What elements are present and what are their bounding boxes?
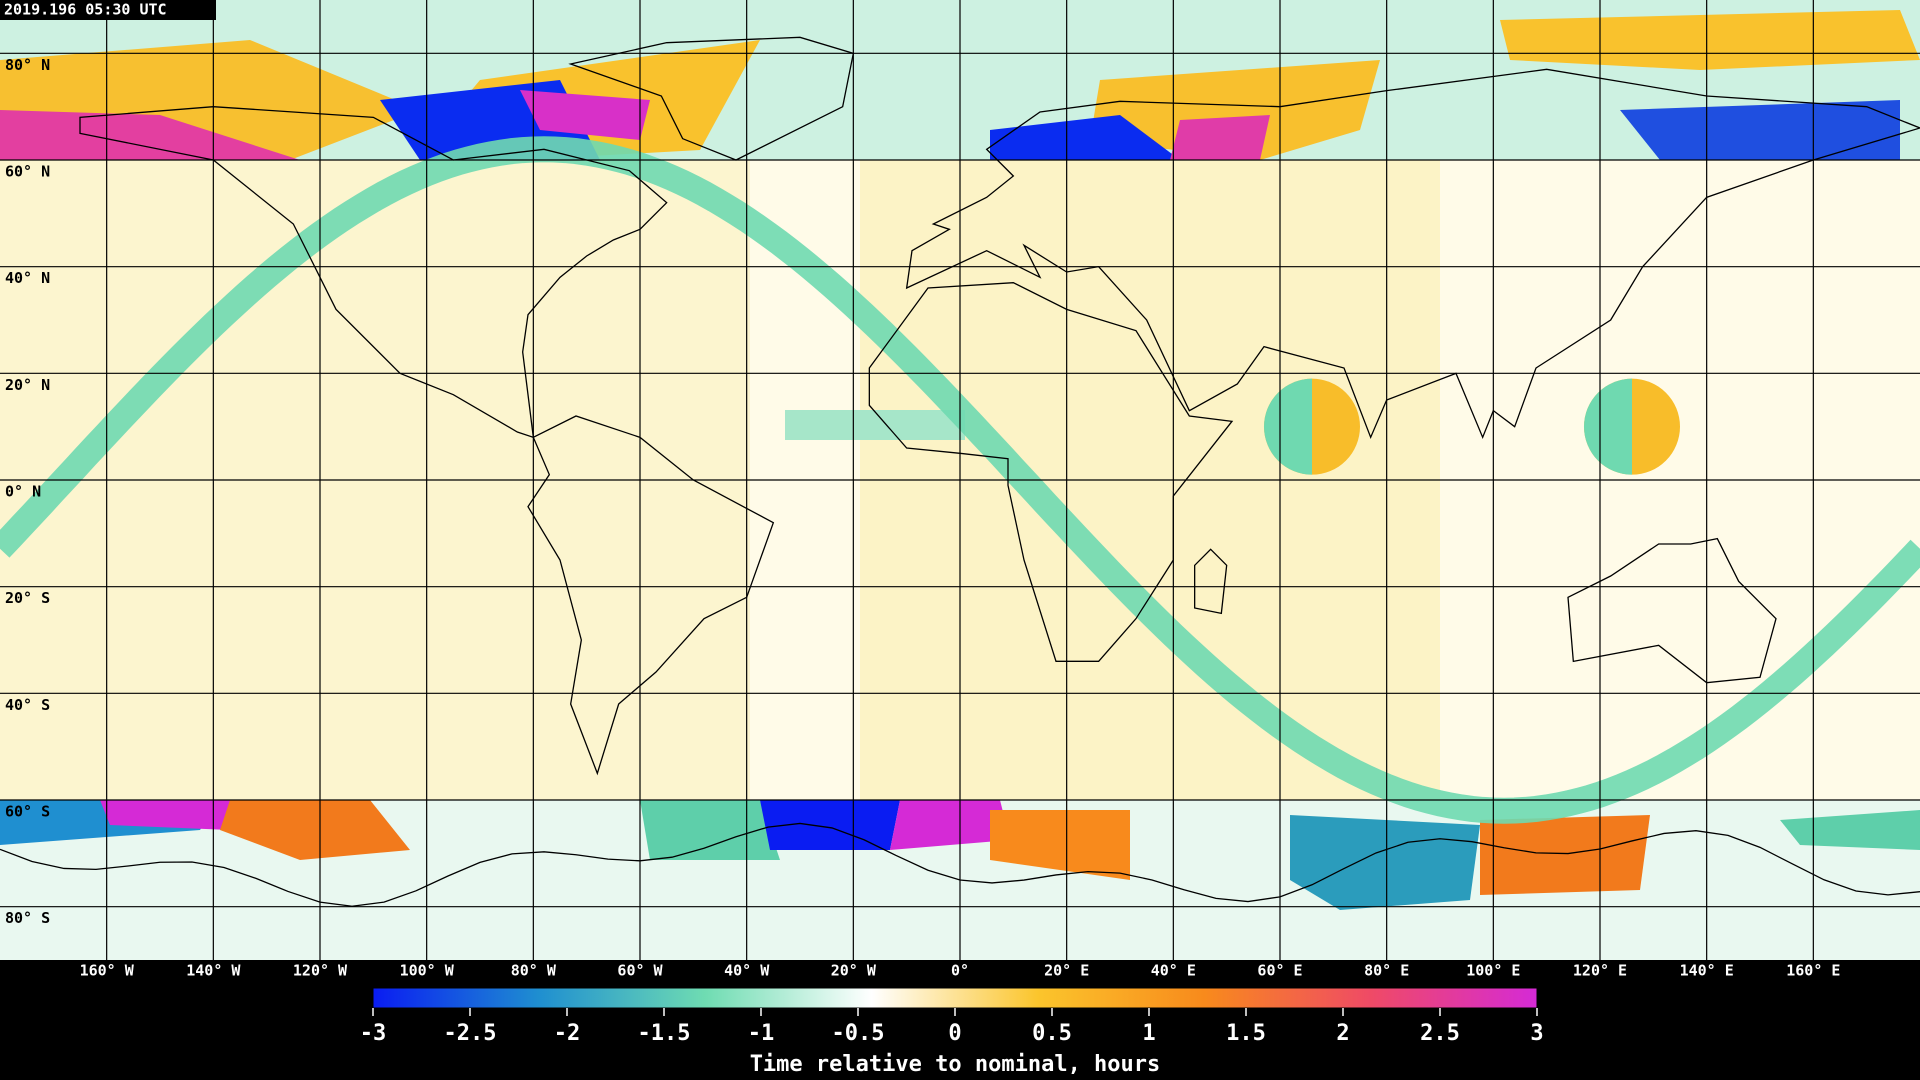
swath bbox=[1584, 378, 1632, 475]
coastline bbox=[1194, 548, 1228, 615]
colorbar-tick-label: 2.5 bbox=[1420, 1021, 1460, 1046]
polar-band bbox=[0, 110, 300, 160]
lon-label: 60° E bbox=[1257, 962, 1302, 980]
coastline bbox=[1567, 537, 1777, 684]
polar-band bbox=[220, 800, 410, 860]
colorbar-tick-label: -2.5 bbox=[444, 1021, 497, 1046]
lat-label: 60° S bbox=[5, 803, 50, 821]
lon-label: 160° E bbox=[1786, 962, 1840, 980]
timestamp-box bbox=[0, 0, 216, 20]
lon-label: 100° W bbox=[400, 962, 455, 980]
lat-label: 20° N bbox=[5, 376, 50, 394]
coastline bbox=[905, 68, 1920, 440]
colorbar-tick-label: -2 bbox=[554, 1021, 581, 1046]
lon-label: 0° bbox=[951, 962, 969, 980]
polar-band bbox=[990, 115, 1180, 160]
colorbar-tick-label: 1.5 bbox=[1226, 1021, 1266, 1046]
colorbar-tick-label: -3 bbox=[360, 1021, 387, 1046]
colorbar bbox=[372, 987, 1538, 1009]
lat-label: 80° N bbox=[5, 56, 50, 74]
lon-label: 140° E bbox=[1680, 962, 1734, 980]
lat-label: 40° S bbox=[5, 696, 50, 714]
lon-label: 100° E bbox=[1466, 962, 1520, 980]
lat-label: 60° N bbox=[5, 163, 50, 181]
polar-band bbox=[100, 800, 240, 830]
lon-label: 80° W bbox=[511, 962, 557, 980]
swath bbox=[1264, 378, 1312, 475]
colorbar-tick-label: 0 bbox=[948, 1021, 961, 1046]
polar-band bbox=[890, 800, 1010, 850]
lon-label: 160° W bbox=[80, 962, 135, 980]
lon-label: 40° W bbox=[724, 962, 770, 980]
coastline bbox=[527, 415, 775, 776]
colorbar-tick-label: -0.5 bbox=[832, 1021, 885, 1046]
polar-band bbox=[1170, 115, 1270, 160]
coastline bbox=[568, 36, 855, 161]
polar-band bbox=[1780, 810, 1920, 850]
lon-label: 140° W bbox=[186, 962, 241, 980]
colorbar-tick-label: -1 bbox=[748, 1021, 775, 1046]
lat-label: 0° N bbox=[5, 483, 41, 501]
colorbar-tick-label: 2 bbox=[1336, 1021, 1349, 1046]
lon-label: 20° E bbox=[1044, 962, 1089, 980]
polar-band bbox=[1620, 100, 1900, 160]
colorbar-tick-label: -1.5 bbox=[638, 1021, 691, 1046]
lat-label: 40° N bbox=[5, 269, 50, 287]
lon-label: 20° W bbox=[831, 962, 877, 980]
lon-label: 40° E bbox=[1151, 962, 1196, 980]
polar-band bbox=[520, 90, 650, 140]
lon-label: 60° W bbox=[617, 962, 663, 980]
lon-label: 120° E bbox=[1573, 962, 1627, 980]
lon-label: 80° E bbox=[1364, 962, 1409, 980]
polar-band bbox=[1090, 60, 1380, 160]
polar-band bbox=[1480, 815, 1650, 895]
lon-label: 120° W bbox=[293, 962, 348, 980]
map bbox=[0, 0, 1920, 960]
colorbar-tick-label: 3 bbox=[1530, 1021, 1543, 1046]
timestamp: 2019.196 05:30 UTC bbox=[4, 1, 167, 19]
polar-band bbox=[990, 810, 1130, 880]
polar-band bbox=[640, 800, 780, 860]
colorbar-tick-label: 1 bbox=[1142, 1021, 1155, 1046]
colorbar-label: Time relative to nominal, hours bbox=[750, 1052, 1161, 1077]
polar-band bbox=[760, 800, 900, 850]
colorbar-tick-label: 0.5 bbox=[1032, 1021, 1072, 1046]
lat-label: 80° S bbox=[5, 909, 50, 927]
field bbox=[785, 410, 965, 440]
lat-label: 20° S bbox=[5, 589, 50, 607]
polar-band bbox=[1500, 10, 1920, 70]
polar-band bbox=[1290, 815, 1480, 910]
